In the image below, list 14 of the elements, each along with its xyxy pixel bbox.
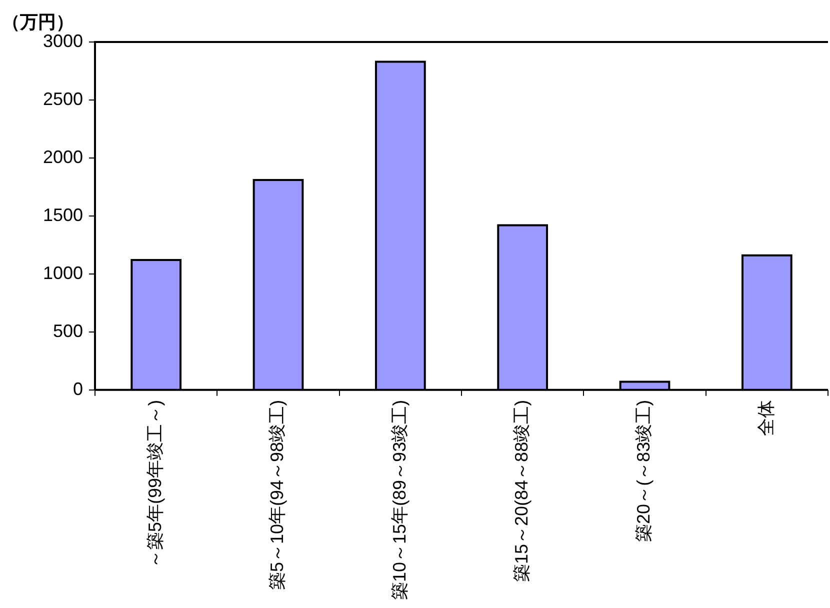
- y-tick-label: 1500: [42, 204, 83, 225]
- x-tick-label: 築20～(～83竣工): [634, 400, 654, 542]
- y-tick-label: 2500: [42, 88, 83, 109]
- y-tick-label: 500: [52, 320, 83, 341]
- x-tick-label: 築15～20(84～88竣工): [512, 400, 532, 582]
- y-tick-label: 0: [72, 378, 83, 399]
- x-tick-label: ～築5年(99年竣工～): [145, 400, 166, 568]
- x-tick-label: 築5～10年(94～98竣工): [267, 400, 288, 590]
- x-tick-label: 築10～15年(89～93竣工): [389, 400, 410, 600]
- y-tick-label: 1000: [42, 262, 83, 283]
- y-axis-title: （万円）: [2, 12, 74, 32]
- y-tick-label: 2000: [42, 146, 83, 167]
- x-tick-label: 全体: [756, 400, 776, 436]
- y-tick-label: 3000: [42, 30, 83, 51]
